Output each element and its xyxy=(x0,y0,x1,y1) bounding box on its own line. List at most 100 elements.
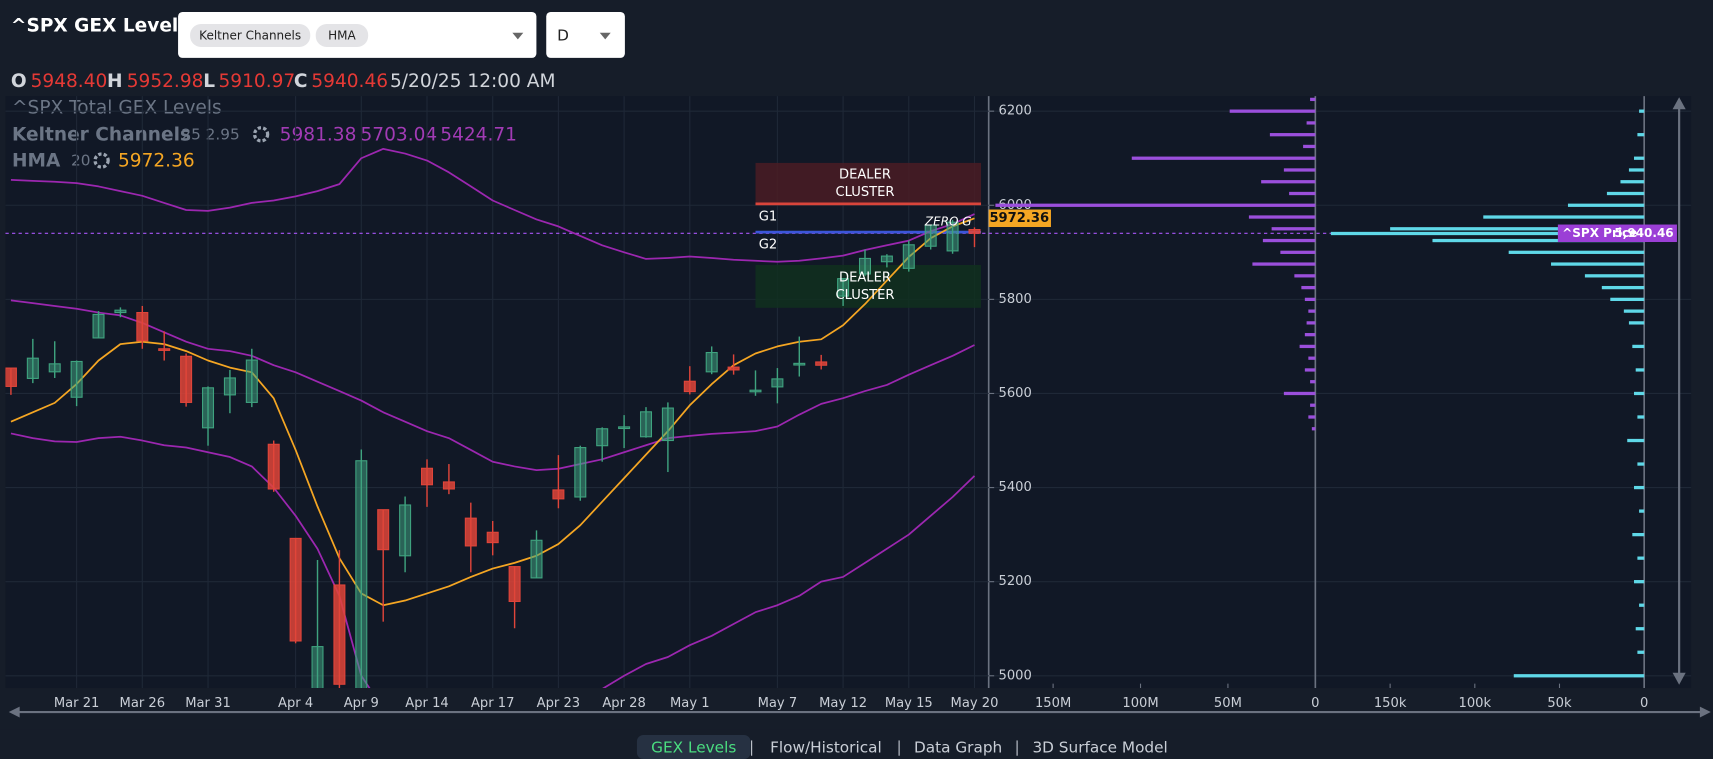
y-tick-label: 5600 xyxy=(999,386,1032,401)
candle-body xyxy=(26,357,39,379)
settings-icon[interactable] xyxy=(252,126,270,143)
candle-body xyxy=(289,537,302,642)
chip[interactable] xyxy=(315,24,369,47)
candle-body xyxy=(92,313,105,339)
profile-bar xyxy=(1304,368,1316,372)
profile-bar xyxy=(1310,403,1316,407)
y-tick-label: 5800 xyxy=(999,292,1032,307)
candle-body xyxy=(574,447,587,498)
profile-bar xyxy=(1306,121,1316,125)
candle-body xyxy=(618,426,631,430)
y-tick-label: 6200 xyxy=(999,104,1032,119)
tab[interactable]: Flow/Historical xyxy=(770,739,882,757)
profile-bar xyxy=(1131,156,1316,160)
profile-bar xyxy=(1567,203,1645,207)
profile-bar xyxy=(1627,438,1645,443)
profile-bar xyxy=(1301,285,1316,290)
keltner-middle xyxy=(10,299,975,472)
legend-hma: HMA 20 5972.36 xyxy=(12,150,195,171)
ohlc-line: O 5948.40 H 5952.98 L 5910.97 C 5940.46 … xyxy=(11,70,556,91)
profile-bar xyxy=(995,203,1316,207)
candle-body xyxy=(377,509,390,551)
zone-label-line: DEALER xyxy=(839,270,891,285)
ohlc-value: 5952.98 xyxy=(127,70,204,91)
zero-g-label: ZERO G xyxy=(924,215,972,229)
candle-body xyxy=(661,407,674,442)
hma-line xyxy=(10,217,975,607)
profile-bar xyxy=(1390,227,1645,231)
keltner-upper xyxy=(10,147,975,263)
profile-bar xyxy=(1262,238,1316,243)
profile-bar xyxy=(1280,250,1316,254)
keltner-lower xyxy=(10,432,976,689)
profile-bar xyxy=(1294,274,1316,278)
candle-body xyxy=(749,389,762,393)
profile-bar xyxy=(1303,144,1316,149)
x-tick-label: 150M xyxy=(1035,696,1071,711)
legend-name: Keltner Channels xyxy=(12,124,191,145)
candle-body xyxy=(639,411,653,438)
price-tag-value: 5,940.46 xyxy=(1614,226,1673,240)
profile-bar xyxy=(1311,427,1316,431)
profile-bar xyxy=(1628,168,1645,172)
legend-value: 5703.04 xyxy=(361,124,438,145)
candle-body xyxy=(399,504,412,557)
candle-body xyxy=(815,361,828,366)
tab[interactable]: GEX Levels xyxy=(651,739,736,757)
profile-bar xyxy=(1637,556,1645,560)
candle-body xyxy=(683,380,696,393)
tab-bar xyxy=(0,729,1713,759)
y-tick-label: 5000 xyxy=(999,668,1032,683)
profile-bar xyxy=(1634,156,1645,160)
profile-bar xyxy=(1261,180,1316,184)
profile-bar xyxy=(1637,462,1645,466)
x-tick-label: 100k xyxy=(1459,696,1492,711)
profile-bar xyxy=(1637,415,1645,419)
candle-body xyxy=(333,584,346,685)
candle-body xyxy=(924,224,937,247)
profile-bar xyxy=(1634,485,1645,490)
candle-body xyxy=(486,531,499,544)
candle-body xyxy=(880,255,893,263)
x-tick-label: 150k xyxy=(1374,696,1407,711)
profile-bar xyxy=(1632,532,1645,537)
profile-bar xyxy=(1623,309,1645,313)
interval-dropdown[interactable] xyxy=(546,12,625,58)
legend-keltner: Keltner Channels 25 2.95 5981.38 5703.04… xyxy=(12,124,517,145)
candle-body xyxy=(508,566,521,602)
profile-bar xyxy=(1508,250,1645,254)
candle-body xyxy=(837,278,850,297)
candle-body xyxy=(223,377,236,396)
x-tick-label: 50k xyxy=(1547,696,1572,711)
profile-bar xyxy=(1639,509,1645,513)
x-tick-label: Apr 23 xyxy=(537,696,580,711)
candle-body xyxy=(70,360,83,398)
ohlc-value: 5910.97 xyxy=(218,70,295,91)
profile-bar xyxy=(1610,297,1645,302)
dropdown-caret xyxy=(512,32,524,40)
zone-label-line: CLUSTER xyxy=(835,288,894,303)
tab[interactable]: 3D Surface Model xyxy=(1032,739,1167,757)
profile-bar xyxy=(1271,227,1316,231)
profile-bar xyxy=(1635,368,1645,372)
dealer-zone xyxy=(755,162,982,204)
profile-bar xyxy=(1248,215,1316,219)
ohlc-key: O xyxy=(11,70,27,91)
gex-level-label: G1 xyxy=(759,209,777,224)
settings-icon[interactable] xyxy=(93,152,110,169)
profile-bar xyxy=(1289,191,1316,196)
candle-body xyxy=(946,221,959,252)
profile-bar xyxy=(1628,321,1645,325)
chip[interactable] xyxy=(190,24,311,47)
active-tab-bg xyxy=(636,734,751,759)
tab[interactable]: Data Graph xyxy=(914,739,1002,757)
tabs: GEX Levels Flow/Historical Data Graph 3D Su… xyxy=(636,734,1168,759)
candle-body xyxy=(202,387,215,429)
zone-label-line: DEALER xyxy=(839,167,891,182)
profile-bar xyxy=(1330,231,1645,236)
profile-bar xyxy=(1606,191,1645,196)
profile-bar xyxy=(1584,274,1645,278)
